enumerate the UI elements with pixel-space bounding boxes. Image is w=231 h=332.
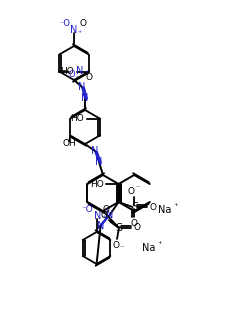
Text: ⁻: ⁻ [119,243,124,253]
Text: O: O [100,211,107,220]
Text: HO: HO [89,180,103,189]
Text: N: N [78,82,85,92]
Text: ⁺: ⁺ [173,203,177,211]
Text: S: S [131,202,137,212]
Text: N: N [70,25,77,35]
Text: O: O [102,205,109,213]
Text: O: O [112,240,119,250]
Text: N: N [105,210,113,220]
Text: N: N [95,157,102,167]
Text: N: N [97,221,104,231]
Text: ⁺: ⁺ [78,29,82,38]
Text: Na: Na [142,243,155,253]
Text: HO: HO [60,67,73,76]
Text: N: N [91,146,98,156]
Text: N: N [81,93,88,103]
Text: ⁻: ⁻ [74,73,78,82]
Text: ⁺: ⁺ [157,240,161,250]
Text: O: O [149,203,155,211]
Text: O: O [69,70,75,79]
Text: O: O [133,223,140,232]
Text: S: S [115,223,122,233]
Text: Na: Na [157,205,170,215]
Text: O: O [127,187,134,196]
Text: ⁺: ⁺ [84,69,88,78]
Text: O: O [79,19,86,28]
Text: ⁻O: ⁻O [81,205,93,213]
Text: N: N [94,211,101,221]
Text: O: O [85,73,92,82]
Text: ⁻: ⁻ [135,184,139,193]
Text: OH: OH [62,139,76,148]
Text: ⁺: ⁺ [101,214,105,223]
Text: HO: HO [70,114,83,123]
Text: N: N [75,65,83,75]
Text: ⁻O: ⁻O [59,19,70,28]
Text: O: O [130,218,137,227]
